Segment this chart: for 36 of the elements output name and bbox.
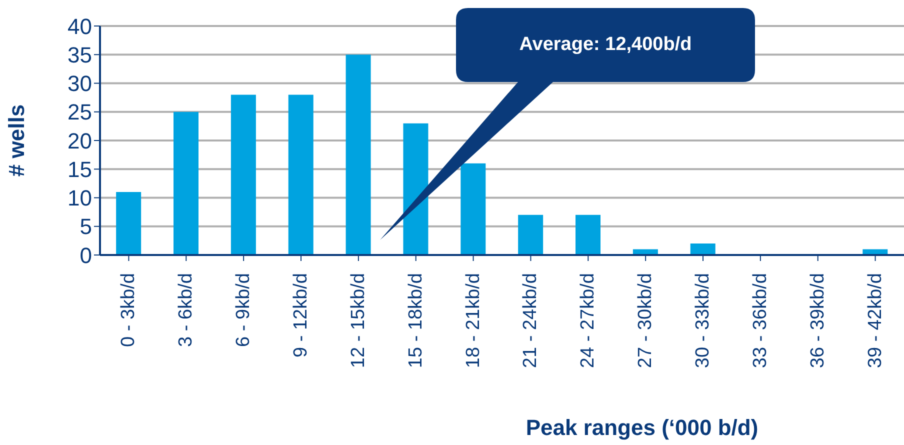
bar xyxy=(346,54,371,255)
bar xyxy=(576,214,601,255)
bar xyxy=(690,244,716,255)
x-tick-label: 27 - 30kb/d xyxy=(635,273,656,368)
y-tick-label: 25 xyxy=(68,100,92,125)
x-tick-label: 18 - 21kb/d xyxy=(462,273,484,368)
bar xyxy=(518,214,544,255)
y-tick-label: 40 xyxy=(68,14,92,39)
bar xyxy=(174,112,199,255)
y-tick-label: 10 xyxy=(68,186,92,211)
x-tick-label: 36 - 39kb/d xyxy=(807,273,828,368)
bar xyxy=(460,163,486,255)
x-tick-label: 33 - 36kb/d xyxy=(750,273,771,368)
x-tick-label: 24 - 27kb/d xyxy=(578,273,599,368)
bar xyxy=(230,94,256,255)
x-tick-label: 15 - 18kb/d xyxy=(405,273,426,368)
x-tick-label: 0 - 3kb/d xyxy=(118,273,140,347)
bar xyxy=(116,192,142,255)
y-tick-label: 20 xyxy=(68,128,92,154)
y-tick-label: 0 xyxy=(80,242,92,268)
y-tick-label: 15 xyxy=(68,156,92,182)
annotation: Average: 12,400b/d xyxy=(519,34,692,56)
y-axis-title: # wells xyxy=(4,104,29,177)
x-tick-label: 12 - 15kb/d xyxy=(348,273,369,368)
bar xyxy=(403,123,428,255)
y-tick-label: 35 xyxy=(68,42,92,68)
x-tick-label: 39 - 42kb/d xyxy=(864,273,886,368)
x-tick-label: 3 - 6kb/d xyxy=(176,273,197,347)
bar xyxy=(288,94,314,255)
y-tick-label: 5 xyxy=(80,214,92,240)
x-axis-title: Peak ranges (‘000 b/d) xyxy=(526,415,758,440)
y-tick-label: 30 xyxy=(68,71,92,96)
x-tick-label: 21 - 24kb/d xyxy=(520,273,542,368)
x-tick-label: 30 - 33kb/d xyxy=(692,273,714,368)
x-tick-label: 6 - 9kb/d xyxy=(233,273,254,347)
x-tick-label: 9 - 12kb/d xyxy=(290,273,312,358)
